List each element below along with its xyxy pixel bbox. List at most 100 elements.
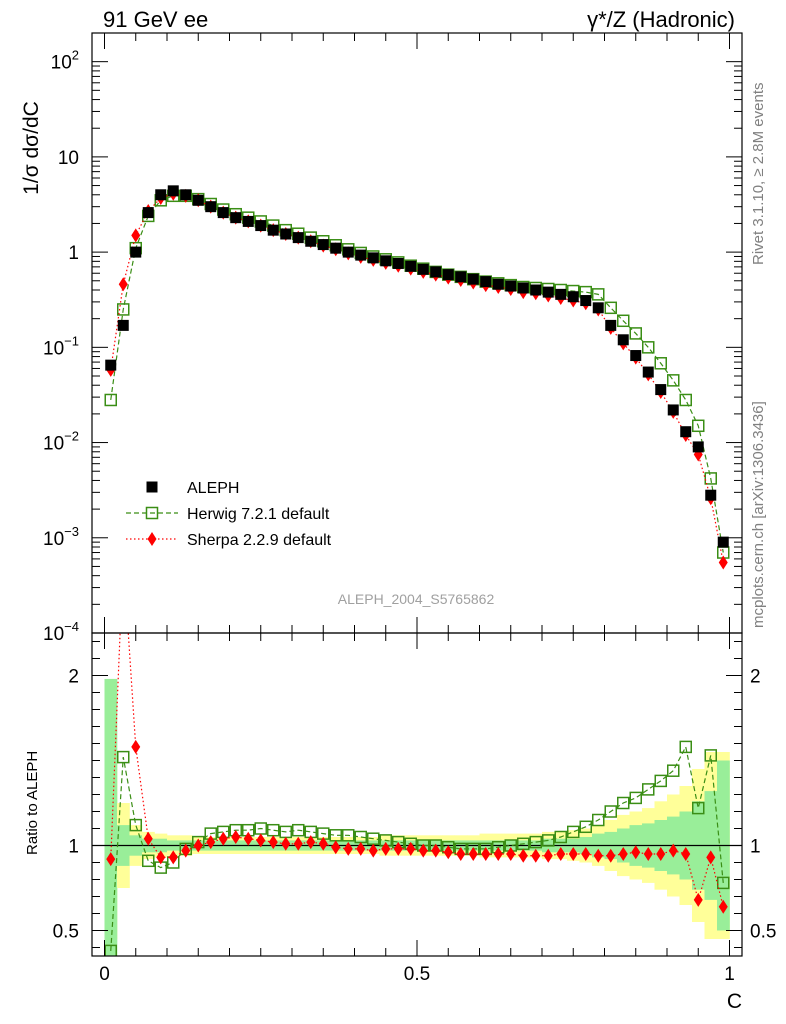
ratio-point-0-37 — [567, 825, 580, 839]
legend-marker-1 — [145, 506, 159, 520]
ratio-point-0-40 — [604, 805, 617, 818]
main-point-0-16 — [305, 235, 317, 247]
main-point-0-26 — [430, 266, 442, 278]
main-point-0-36 — [555, 288, 567, 300]
ratio-point-1-27 — [443, 845, 453, 860]
main-point-1-46 — [679, 393, 692, 407]
ratio-point-1-48 — [706, 850, 716, 865]
analysis-watermark: ALEPH_2004_S5765862 — [338, 591, 495, 607]
ratio-point-0-47 — [692, 801, 705, 815]
band-green-0 — [104, 678, 118, 956]
ratio-point-1-14 — [281, 836, 291, 851]
ratio-point-1-38 — [581, 847, 591, 861]
main-point-1-42 — [629, 327, 642, 340]
ratio-point-1-42 — [631, 845, 641, 860]
xtick-label-2: 1 — [724, 964, 735, 985]
main-point-1-48 — [704, 472, 717, 485]
main-point-2-49 — [718, 555, 728, 570]
ratio-point-0-3 — [142, 854, 155, 868]
ratio-point-1-37 — [568, 847, 578, 861]
legend-label-2: Sherpa 2.2.9 default — [187, 532, 332, 549]
ratio-point-0-15 — [292, 823, 305, 837]
mcplots-side-label: mcplots.cern.ch [arXiv:1306.3436] — [750, 401, 767, 628]
main-point-2-1 — [118, 277, 128, 292]
main-point-0-46 — [680, 426, 692, 438]
main-point-0-38 — [580, 295, 592, 307]
ratio-point-1-36 — [556, 847, 566, 861]
ratio-point-1-8 — [206, 835, 216, 850]
ratio-point-1-28 — [456, 847, 466, 861]
main-point-0-11 — [242, 215, 254, 227]
main-point-1-43 — [642, 341, 655, 354]
ratio-point-1-34 — [531, 848, 541, 863]
ratio-point-1-43 — [643, 847, 653, 861]
ratio-point-1-39 — [593, 848, 603, 863]
ratio-point-1-18 — [331, 840, 341, 855]
main-point-0-15 — [292, 232, 304, 244]
legend-marker-0 — [146, 481, 158, 493]
ratio-point-1-40 — [606, 848, 616, 863]
ratio-ytick-label-right-0: 0.5 — [750, 922, 776, 943]
ratio-point-1-44 — [656, 847, 666, 861]
main-point-0-2 — [130, 246, 142, 258]
main-point-0-32 — [505, 280, 517, 292]
ratio-point-1-23 — [393, 841, 403, 856]
legend: ALEPH Herwig 7.2.1 default Sherpa 2.2.9 de… — [126, 480, 332, 549]
ratio-point-1-13 — [268, 835, 278, 850]
ratio-point-0-49 — [717, 876, 730, 890]
main-point-0-47 — [692, 441, 704, 453]
main-point-0-22 — [380, 255, 392, 267]
main-plot-series — [104, 185, 730, 570]
main-point-0-18 — [330, 242, 342, 254]
ratio-point-1-9 — [218, 831, 228, 846]
main-point-0-14 — [280, 228, 292, 240]
ratio-point-0-0 — [104, 944, 117, 956]
main-point-0-49 — [717, 536, 729, 548]
ratio-point-1-26 — [431, 843, 441, 858]
ratio-point-1-6 — [181, 843, 191, 858]
main-point-0-7 — [192, 194, 204, 206]
legend-label-1: Herwig 7.2.1 default — [187, 506, 330, 523]
main-point-0-44 — [655, 384, 667, 396]
ratio-point-0-48 — [704, 749, 717, 762]
main-series-line-1 — [110, 195, 724, 553]
main-point-0-31 — [492, 278, 504, 290]
header-right-label: γ*/Z (Hadronic) — [587, 7, 735, 32]
ratio-point-1-41 — [618, 847, 628, 861]
main-point-0-0 — [105, 359, 117, 371]
ratio-point-1-2 — [131, 739, 141, 754]
main-point-2-2 — [131, 228, 141, 243]
main-point-0-25 — [417, 263, 429, 275]
ratio-plot-series — [104, 633, 730, 956]
ratio-point-1-22 — [381, 841, 391, 856]
ratio-point-1-31 — [493, 847, 503, 861]
ratio-ytick-label-left-1: 1 — [68, 837, 79, 858]
main-point-0-39 — [592, 302, 604, 314]
main-point-0-10 — [230, 212, 242, 224]
main-ytick-label-6: 10−4 — [43, 619, 79, 645]
ratio-point-1-33 — [518, 848, 528, 863]
ratio-point-1-46 — [681, 847, 691, 861]
ratio-point-1-19 — [343, 841, 353, 856]
ratio-plot-frame — [91, 632, 743, 957]
main-point-0-9 — [217, 207, 229, 219]
main-point-0-37 — [567, 291, 579, 303]
main-point-0-42 — [630, 350, 642, 362]
ratio-point-1-5 — [168, 850, 178, 865]
axis-ticks — [92, 32, 742, 956]
ratio-point-0-19 — [342, 829, 355, 842]
main-point-1-47 — [692, 419, 705, 433]
header-left-label: 91 GeV ee — [103, 7, 208, 32]
ratio-point-0-2 — [129, 818, 142, 832]
ratio-point-1-4 — [156, 850, 166, 865]
ratio-point-1-16 — [306, 835, 316, 850]
main-ytick-label-3: 10−1 — [43, 333, 79, 359]
ratio-point-1-35 — [543, 848, 553, 863]
main-point-0-43 — [642, 366, 654, 378]
main-point-0-3 — [142, 207, 154, 219]
ratio-point-1-24 — [406, 841, 416, 856]
main-point-0-35 — [542, 286, 554, 298]
ratio-point-1-17 — [318, 836, 328, 851]
main-point-0-40 — [605, 319, 617, 331]
